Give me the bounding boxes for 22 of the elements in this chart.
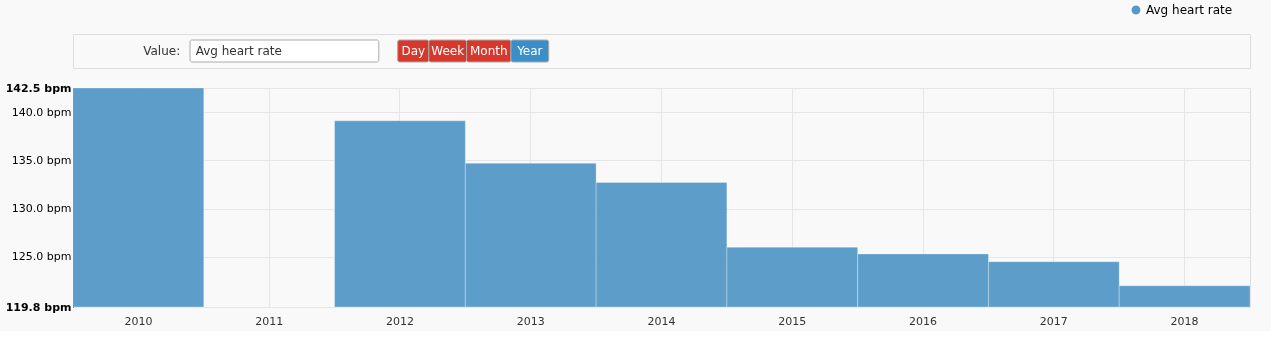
legend-label: Avg heart rate — [1146, 3, 1233, 17]
x-tick-label: 2013 — [516, 314, 545, 328]
text: Month — [469, 44, 508, 58]
x-tick-label: 2015 — [778, 314, 807, 328]
x-tick-label: 2018 — [1170, 314, 1199, 328]
y-tick-label: 142.5 bpm — [5, 81, 72, 95]
x-tick-label: 2014 — [647, 314, 676, 328]
text: Year — [516, 44, 543, 58]
y-tick-label: 140.0 bpm — [11, 105, 72, 119]
x-tick-label: 2012 — [385, 314, 414, 328]
y-tick-label: 125.0 bpm — [11, 250, 72, 264]
y-tick-label: 130.0 bpm — [11, 202, 72, 216]
x-tick-label: 2011 — [255, 314, 284, 328]
text: Avg heart rate — [195, 44, 282, 58]
x-tick-label: 2016 — [909, 314, 938, 328]
x-tick-label: 2017 — [1039, 314, 1068, 328]
text: Value: — [143, 44, 181, 58]
x-tick-label: 2010 — [124, 314, 153, 328]
text: Week — [431, 44, 465, 58]
y-tick-label: 119.8 bpm — [5, 300, 72, 314]
text: Day — [401, 44, 426, 58]
y-tick-label: 135.0 bpm — [11, 153, 72, 167]
